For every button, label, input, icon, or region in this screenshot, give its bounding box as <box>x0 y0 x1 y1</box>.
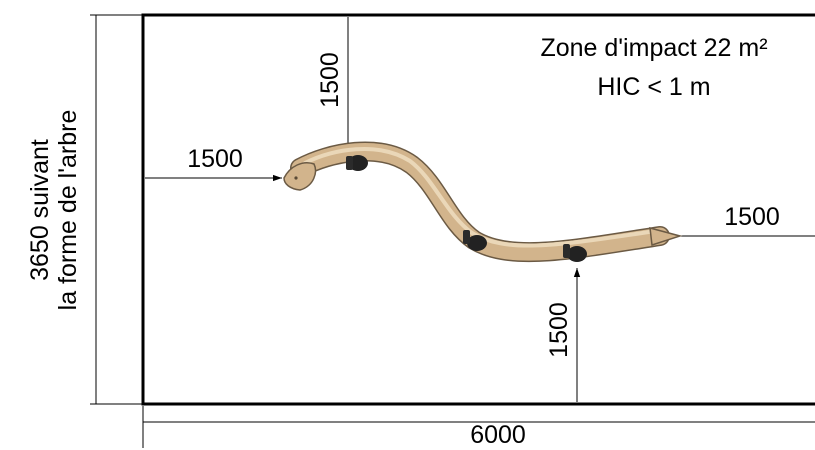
serpent-eye <box>294 176 298 180</box>
bottom-clearance-dimension: 1500 <box>545 268 581 402</box>
serpent-log-element <box>283 141 683 263</box>
top-clearance-dimension: 1500 <box>316 17 352 155</box>
height-dimension-label-line2: la forme de l'arbre <box>54 110 82 311</box>
impact-zone-hic-label: HIC < 1 m <box>597 73 710 101</box>
support-foot-3 <box>567 246 587 262</box>
top-clearance-label: 1500 <box>316 52 344 108</box>
support-foot-2 <box>467 235 487 251</box>
right-clearance-dimension: 1500 <box>678 203 815 237</box>
support-clamp-2 <box>463 230 470 244</box>
serpent-head <box>283 162 317 191</box>
height-dimension-label-line1: 3650 suivant <box>26 139 54 281</box>
left-clearance-dimension: 1500 <box>145 145 282 182</box>
right-clearance-label: 1500 <box>724 203 780 231</box>
width-dimension: 6000 <box>142 406 815 449</box>
support-clamp-1 <box>346 156 353 170</box>
serpent-tail <box>649 226 683 246</box>
serpent-log-highlight <box>303 147 658 248</box>
height-dimension: 3650 suivant la forme de l'arbre <box>26 14 143 405</box>
width-dimension-label: 6000 <box>470 421 526 449</box>
left-clearance-label: 1500 <box>187 145 243 173</box>
impact-zone-outline <box>141 13 815 406</box>
support-clamp-3 <box>563 244 570 258</box>
impact-zone-area-label: Zone d'impact 22 m² <box>540 34 767 62</box>
bottom-clearance-label: 1500 <box>545 302 573 358</box>
